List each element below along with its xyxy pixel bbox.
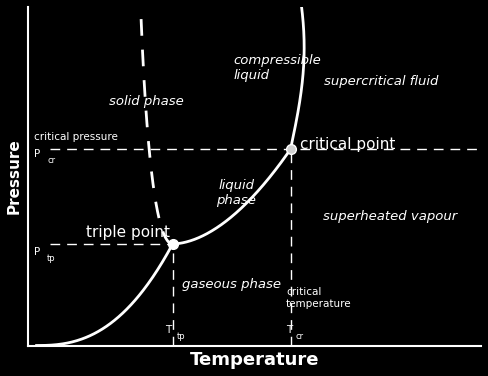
Text: critical point: critical point (300, 136, 395, 152)
Text: P: P (34, 247, 41, 258)
Text: tp: tp (177, 332, 186, 341)
Text: critical
temperature: critical temperature (286, 287, 352, 309)
Text: liquid
phase: liquid phase (216, 179, 256, 207)
Text: compressible
liquid: compressible liquid (234, 54, 322, 82)
Text: gaseous phase: gaseous phase (182, 278, 281, 291)
Text: cr: cr (295, 332, 303, 341)
Text: supercritical fluid: supercritical fluid (324, 75, 438, 88)
Text: T: T (286, 325, 292, 335)
Text: triple point: triple point (86, 224, 170, 240)
Text: cr: cr (47, 156, 55, 165)
Y-axis label: Pressure: Pressure (7, 138, 22, 214)
Text: superheated vapour: superheated vapour (323, 210, 457, 223)
Text: tp: tp (47, 254, 56, 263)
Text: P: P (34, 149, 41, 159)
Text: solid phase: solid phase (109, 95, 184, 108)
X-axis label: Temperature: Temperature (189, 351, 319, 369)
Text: T: T (165, 325, 171, 335)
Text: critical pressure: critical pressure (34, 132, 118, 142)
